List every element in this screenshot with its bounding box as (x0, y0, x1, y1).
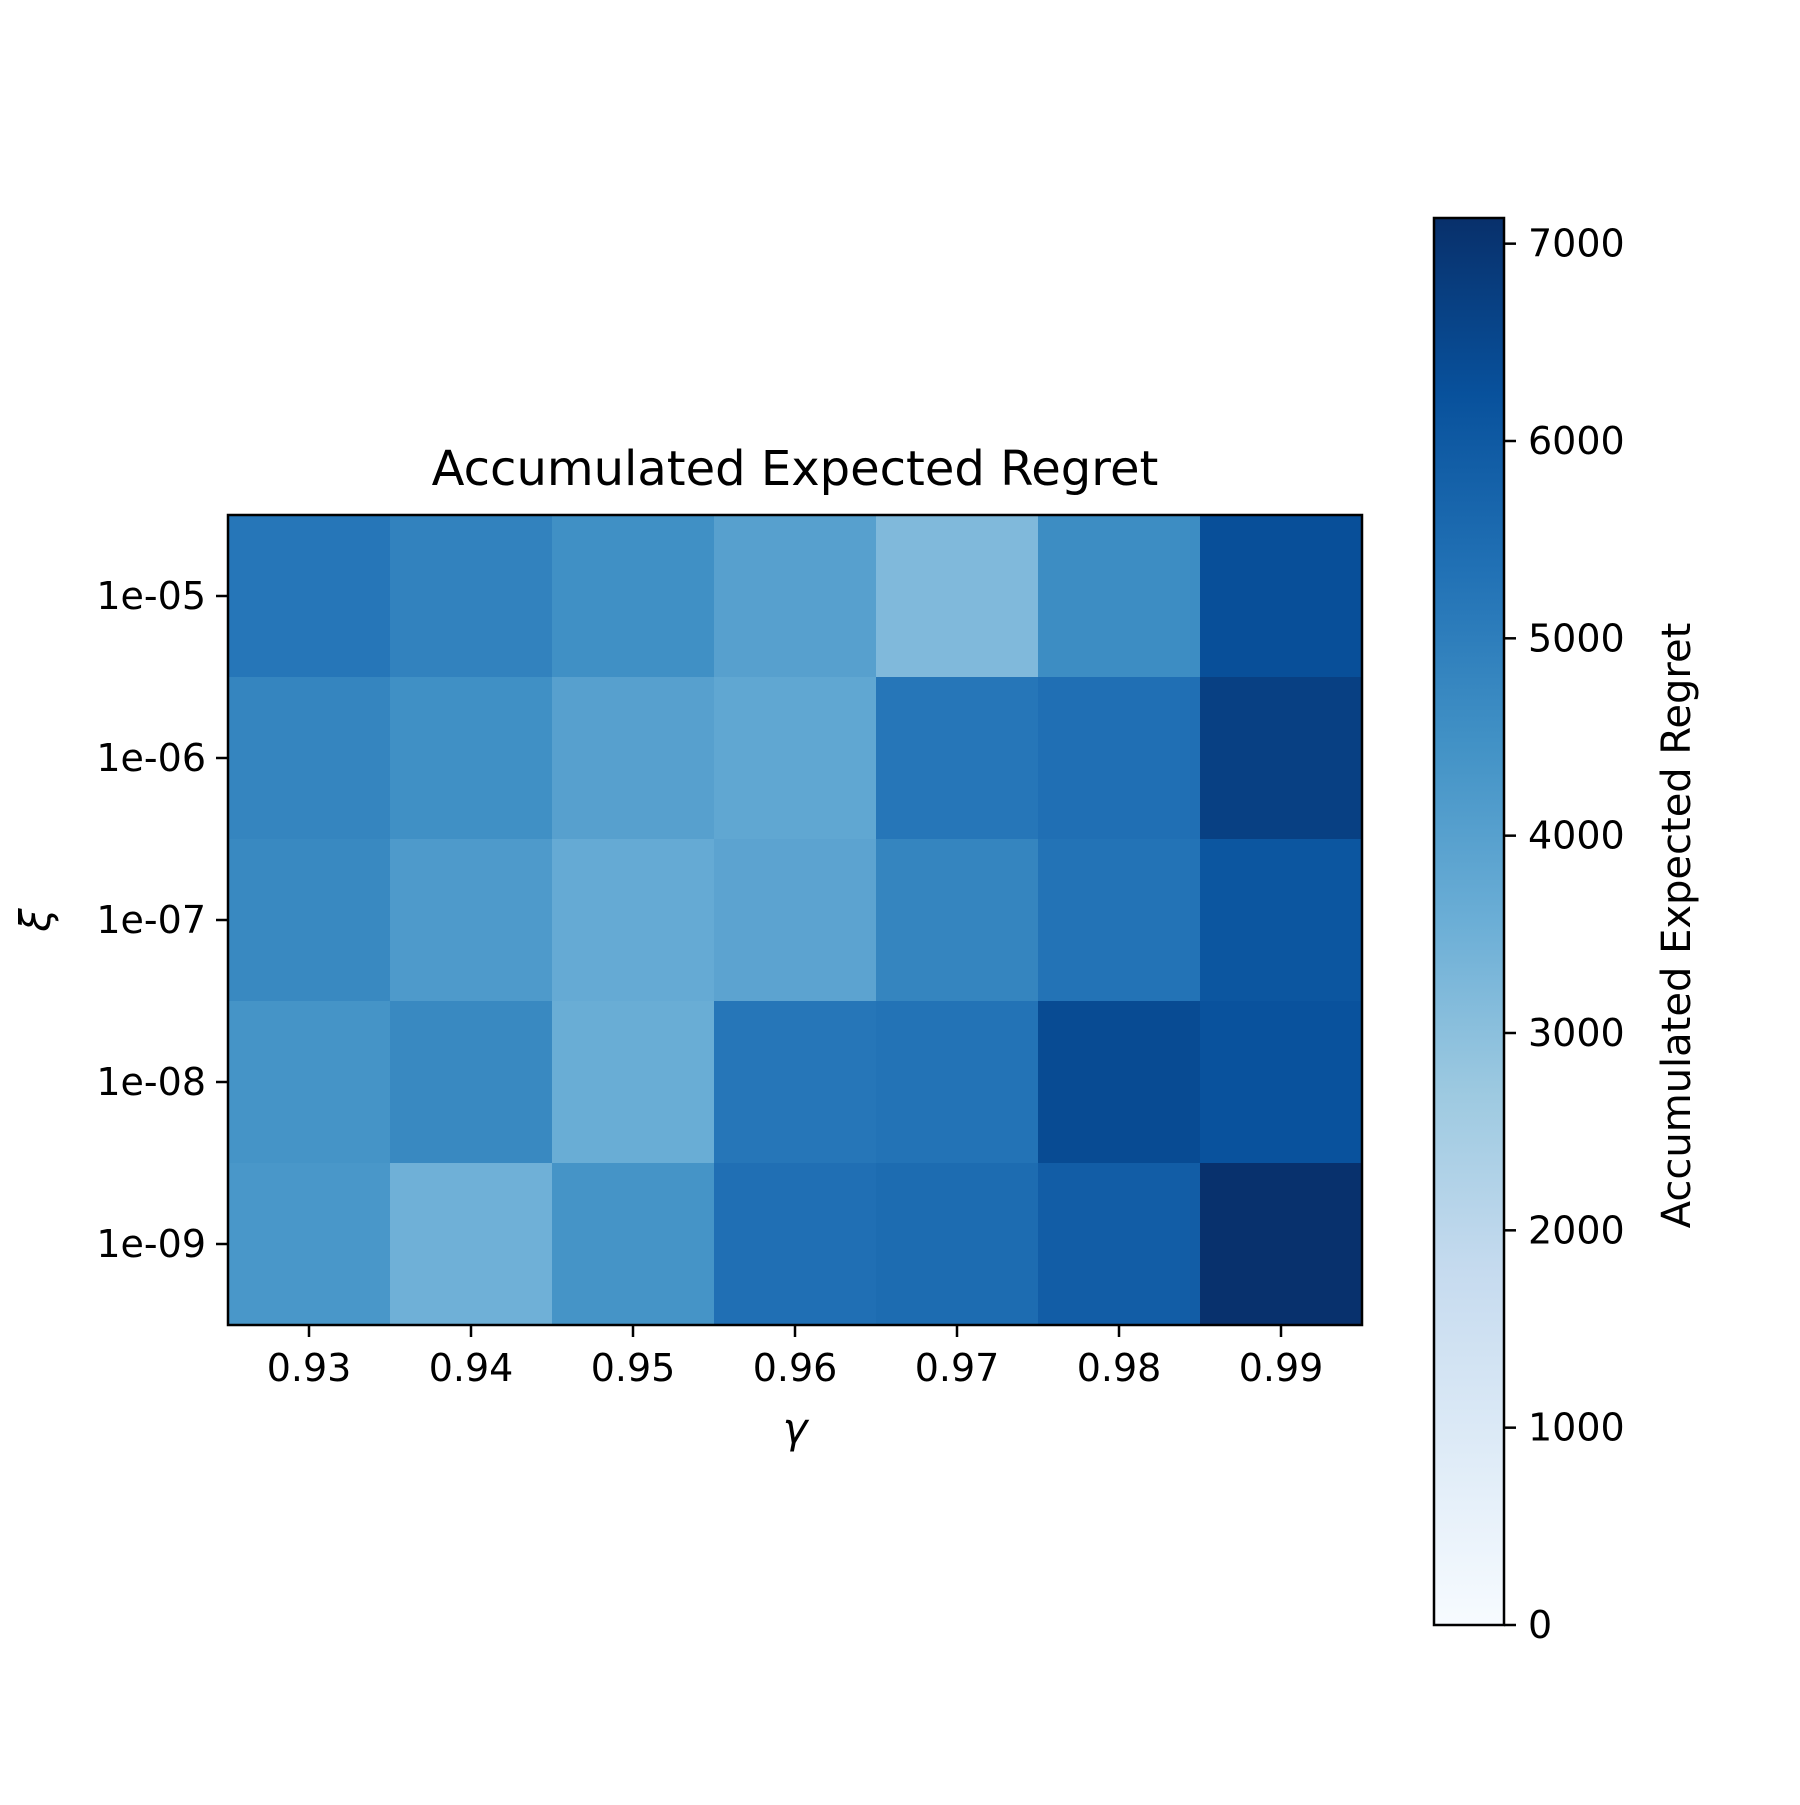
heatmap-cell (228, 1163, 391, 1326)
x-tick-label: 0.94 (429, 1346, 514, 1390)
heatmap-cell (390, 839, 553, 1002)
heatmap-cell (390, 677, 553, 840)
heatmap-cell (876, 1163, 1039, 1326)
heatmap-cell (552, 677, 715, 840)
heatmap-cell (228, 1001, 391, 1164)
heatmap-cells (228, 515, 1363, 1326)
colorbar-tick-label: 5000 (1528, 616, 1625, 660)
heatmap-cell (714, 677, 877, 840)
x-tick-label: 0.96 (753, 1346, 838, 1390)
y-axis-ticks: 1e-05 1e-06 1e-07 1e-08 1e-09 (96, 574, 228, 1266)
colorbar-tick-label: 6000 (1528, 419, 1625, 463)
colorbar (1434, 218, 1504, 1625)
heatmap-cell (552, 515, 715, 678)
heatmap-cell (390, 515, 553, 678)
heatmap-cell (1200, 515, 1363, 678)
y-axis-label: ξ (11, 908, 60, 933)
heatmap-cell (876, 1001, 1039, 1164)
heatmap-cell (390, 1163, 553, 1326)
colorbar-tick-label: 2000 (1528, 1208, 1625, 1252)
heatmap-cell (1200, 1163, 1363, 1326)
colorbar-tick-label: 0 (1528, 1603, 1552, 1647)
heatmap-cell (552, 1163, 715, 1326)
heatmap-cell (1038, 839, 1201, 1002)
chart-title: Accumulated Expected Regret (432, 441, 1159, 497)
y-tick-label: 1e-07 (96, 898, 206, 942)
colorbar-ticks: 0 1000 2000 3000 4000 5000 6000 7000 (1504, 222, 1625, 1647)
colorbar-label: Accumulated Expected Regret (1654, 623, 1700, 1229)
x-axis-label: γ (783, 1404, 810, 1453)
heatmap-cell (228, 515, 391, 678)
x-tick-label: 0.98 (1077, 1346, 1162, 1390)
heatmap-cell (1200, 839, 1363, 1002)
heatmap-cell (1038, 677, 1201, 840)
heatmap-cell (714, 515, 877, 678)
heatmap-cell (876, 515, 1039, 678)
heatmap-cell (714, 1163, 877, 1326)
heatmap-cell (714, 839, 877, 1002)
x-tick-label: 0.95 (591, 1346, 676, 1390)
colorbar-tick-label: 3000 (1528, 1011, 1625, 1055)
heatmap-cell (876, 677, 1039, 840)
colorbar-tick-label: 1000 (1528, 1406, 1625, 1450)
colorbar-frame (1432, 216, 1506, 1627)
y-tick-label: 1e-06 (96, 736, 206, 780)
y-tick-label: 1e-05 (96, 574, 206, 618)
heatmap-cell (1038, 515, 1201, 678)
heatmap-cell (1038, 1163, 1201, 1326)
x-tick-label: 0.99 (1239, 1346, 1324, 1390)
heatmap-cell (390, 1001, 553, 1164)
heatmap-cell (876, 839, 1039, 1002)
heatmap-cell (714, 1001, 877, 1164)
heatmap-cell (1038, 1001, 1201, 1164)
heatmap-cell (228, 839, 391, 1002)
colorbar-tick-label: 7000 (1528, 222, 1625, 266)
heatmap-cell (552, 839, 715, 1002)
heatmap-cell (1200, 1001, 1363, 1164)
heatmap-cell (228, 677, 391, 840)
heatmap-cell (552, 1001, 715, 1164)
y-tick-label: 1e-09 (96, 1222, 206, 1266)
heatmap-cell (1200, 677, 1363, 840)
colorbar-tick-label: 4000 (1528, 814, 1625, 858)
y-tick-label: 1e-08 (96, 1060, 206, 1104)
x-axis-ticks: 0.93 0.94 0.95 0.96 0.97 0.98 0.99 (267, 1325, 1324, 1390)
x-tick-label: 0.93 (267, 1346, 352, 1390)
x-tick-label: 0.97 (915, 1346, 1000, 1390)
